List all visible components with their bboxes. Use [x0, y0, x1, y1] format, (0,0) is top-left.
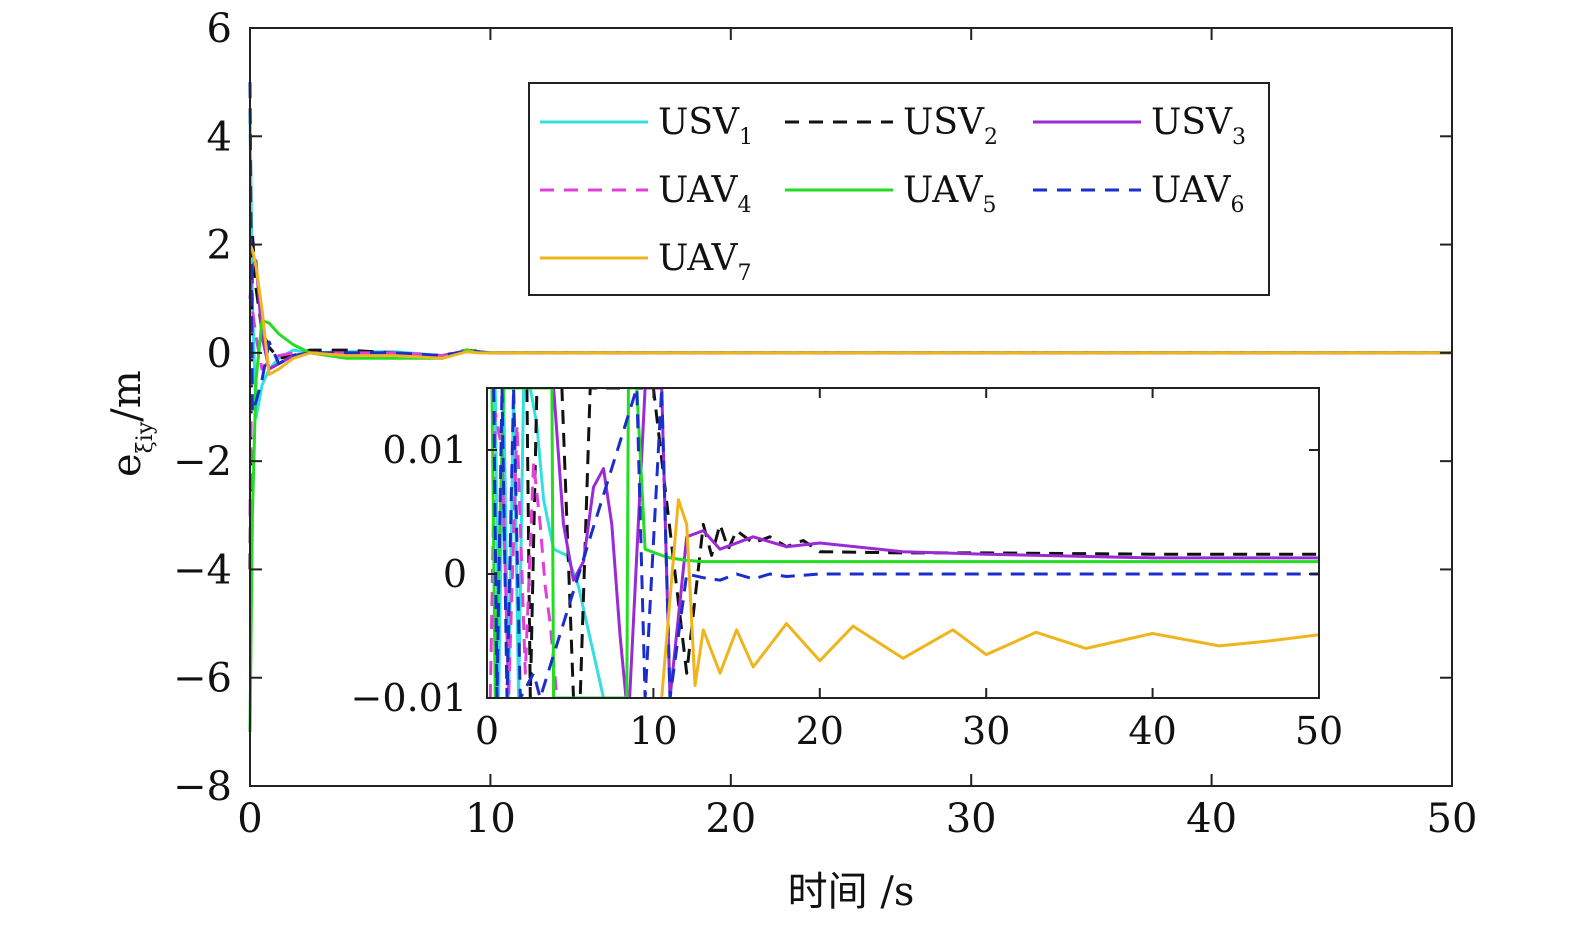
inset-x-tick-label: 50: [1295, 709, 1343, 753]
x-tick-label: 20: [705, 796, 756, 842]
legend-label: UAV5: [903, 170, 996, 218]
x-tick-label: 30: [946, 796, 997, 842]
inset-series-line-uav5: [490, 388, 1319, 698]
y-tick-label: 4: [207, 114, 232, 160]
legend-label: UAV6: [1151, 170, 1244, 218]
legend: USV1 USV2 USV3 UAV4 UAV5 UAV6 UAV7: [528, 82, 1270, 296]
y-tick-label: −4: [173, 547, 232, 593]
legend-entry-uav7: UAV7: [540, 238, 751, 286]
inset-x-tick-label: 20: [796, 709, 844, 753]
legend-entry-uav5: UAV5: [785, 170, 996, 218]
inset-x-tick-label: 30: [962, 709, 1010, 753]
y-axis-label-unit: /m: [104, 370, 150, 421]
series-line-uav6: [248, 82, 1452, 414]
inset-chart: 0 10 20 30 40 500.010−0.01: [351, 387, 1343, 753]
legend-label: UAV4: [658, 170, 751, 218]
main-axes-frame: [249, 27, 1453, 787]
y-tick-label: −2: [173, 439, 232, 485]
x-tick-label: 50: [1427, 796, 1478, 842]
legend-box: [528, 82, 1270, 296]
y-axis-label: eξiy/m: [104, 370, 158, 477]
inset-plot-area: [488, 388, 1319, 698]
inset-x-tick-label: 40: [1128, 709, 1176, 753]
legend-entry-usv2: USV2: [785, 102, 998, 150]
legend-label: USV2: [903, 102, 998, 150]
legend-label: UAV7: [658, 238, 751, 286]
y-tick-label: −8: [173, 764, 232, 810]
inset-x-tick-label: 0: [475, 709, 499, 753]
x-tick-label: 40: [1186, 796, 1237, 842]
inset-series-line-usv1: [493, 388, 605, 698]
inset-y-tick-label: 0: [443, 552, 467, 596]
legend-entry-usv3: USV3: [1033, 102, 1246, 150]
svg-text:eξiy/m: eξiy/m: [104, 370, 158, 477]
inset-y-tick-label: −0.01: [351, 676, 467, 720]
main-plot-area: [248, 82, 1452, 732]
y-tick-label: 0: [207, 331, 232, 377]
x-axis-label: 时间 /s: [788, 869, 915, 915]
y-axis-label-subscript: ξiy: [133, 421, 158, 453]
legend-label: USV3: [1151, 102, 1246, 150]
inset-axes-frame: [486, 387, 1320, 699]
legend-label: USV1: [658, 102, 753, 150]
inset-series-line-uav7: [660, 498, 1319, 698]
y-tick-label: 2: [207, 223, 232, 269]
inset-y-tick-label: 0.01: [382, 428, 467, 472]
inset-series-line-uav4: [488, 411, 559, 698]
legend-entry-uav6: UAV6: [1033, 170, 1244, 218]
x-tick-label: 0: [237, 796, 262, 842]
inset-x-tick-label: 10: [629, 709, 677, 753]
inset-series-line-uav6: [492, 388, 1319, 698]
legend-entry-uav4: UAV4: [540, 170, 751, 218]
y-axis-label-main: e: [104, 453, 150, 477]
legend-entry-usv1: USV1: [540, 102, 753, 150]
y-tick-label: 6: [207, 6, 232, 52]
inset-series-line-usv2: [525, 388, 1319, 698]
series-line-uav7: [248, 243, 1452, 376]
y-tick-label: −6: [173, 656, 232, 702]
x-tick-label: 10: [465, 796, 516, 842]
